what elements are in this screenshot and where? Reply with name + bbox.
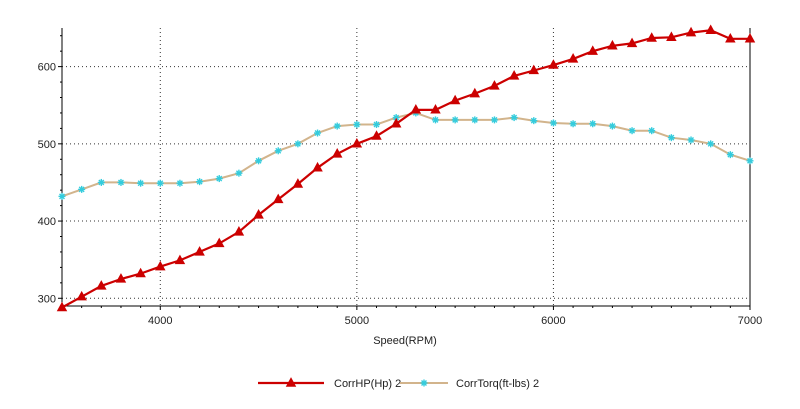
torque-point bbox=[176, 179, 184, 187]
hp-point bbox=[469, 87, 481, 98]
grid bbox=[62, 28, 750, 306]
torque-point bbox=[314, 129, 322, 137]
hp-point bbox=[607, 39, 618, 50]
torque-point bbox=[117, 178, 125, 186]
hp-point bbox=[489, 80, 500, 90]
hp-point bbox=[351, 137, 363, 148]
y-tick-label: 400 bbox=[38, 216, 56, 228]
series-layer bbox=[56, 24, 756, 312]
hp-point bbox=[390, 117, 402, 128]
hp-point bbox=[253, 209, 264, 219]
hp-point bbox=[371, 130, 382, 140]
torque-point bbox=[137, 179, 145, 187]
torque-point bbox=[255, 157, 263, 165]
hp-point bbox=[214, 237, 225, 248]
hp-point bbox=[528, 64, 540, 75]
hp-point bbox=[272, 193, 284, 204]
hp-point bbox=[666, 31, 677, 41]
torque-point bbox=[687, 136, 695, 144]
torque-point bbox=[97, 178, 105, 186]
torque-point bbox=[471, 116, 479, 124]
x-tick-label: 7000 bbox=[738, 315, 762, 327]
y-tick-label: 600 bbox=[38, 62, 56, 74]
legend-marker-torque bbox=[420, 379, 428, 387]
torque-point bbox=[726, 151, 734, 159]
hp-point bbox=[685, 26, 697, 37]
hp-point bbox=[331, 148, 343, 158]
y-tick-label: 300 bbox=[38, 293, 56, 305]
torque-point bbox=[589, 120, 597, 128]
hp-point bbox=[292, 178, 304, 188]
x-axis-label: Speed(RPM) bbox=[373, 335, 437, 347]
y-tick-label: 500 bbox=[38, 139, 56, 151]
torque-point bbox=[746, 157, 754, 165]
hp-point bbox=[96, 280, 107, 290]
hp-point bbox=[548, 59, 559, 69]
hp-point bbox=[174, 254, 186, 265]
hp-point bbox=[312, 161, 323, 172]
hp-point bbox=[115, 273, 127, 283]
hp-point bbox=[744, 32, 756, 43]
legend-label-torque: CorrTorq(ft-lbs) 2 bbox=[456, 378, 539, 390]
hp-point bbox=[56, 301, 68, 312]
torque-point bbox=[235, 169, 243, 177]
hp-point bbox=[508, 70, 520, 80]
hp-point bbox=[76, 290, 87, 301]
torque-point bbox=[608, 122, 616, 130]
torque-point bbox=[78, 185, 86, 193]
x-tick-label: 4000 bbox=[148, 315, 172, 327]
torque-point bbox=[569, 120, 577, 128]
torque-point bbox=[431, 116, 439, 124]
legend: CorrHP(Hp) 2 CorrTorq(ft-lbs) 2 bbox=[258, 377, 539, 390]
hp-point bbox=[449, 94, 461, 105]
legend-marker-hp bbox=[285, 377, 297, 387]
torque-point bbox=[628, 127, 636, 135]
torque-point bbox=[530, 117, 538, 125]
torque-point bbox=[196, 178, 204, 186]
torque-point bbox=[510, 114, 518, 122]
hp-point bbox=[155, 260, 166, 271]
axes: 300 400 500 600 4000 5000 6000 7000 bbox=[38, 28, 762, 327]
x-tick-label: 6000 bbox=[541, 315, 565, 327]
hp-point bbox=[233, 226, 245, 236]
legend-item-torque: CorrTorq(ft-lbs) 2 bbox=[400, 378, 539, 390]
hp-point bbox=[725, 32, 736, 43]
hp-point bbox=[135, 267, 146, 278]
legend-label-hp: CorrHP(Hp) 2 bbox=[334, 378, 401, 390]
torque-point bbox=[156, 179, 164, 187]
torque-point bbox=[373, 121, 381, 129]
hp-point bbox=[646, 32, 657, 42]
torque-point bbox=[648, 127, 656, 135]
x-tick-label: 5000 bbox=[345, 315, 369, 327]
hp-point bbox=[567, 53, 579, 63]
torque-point bbox=[58, 192, 66, 200]
torque-point bbox=[549, 119, 557, 127]
torque-point bbox=[451, 116, 459, 124]
legend-item-hp: CorrHP(Hp) 2 bbox=[258, 377, 401, 390]
torque-point bbox=[353, 121, 361, 129]
torque-point bbox=[707, 140, 715, 148]
torque-point bbox=[294, 140, 302, 148]
hp-point bbox=[430, 104, 441, 114]
hp-point bbox=[410, 104, 422, 114]
hp-point bbox=[587, 45, 598, 55]
torque-point bbox=[667, 134, 675, 142]
torque-point bbox=[490, 116, 498, 124]
hp-point bbox=[194, 246, 205, 256]
torque-point bbox=[215, 175, 223, 183]
hp-point bbox=[705, 24, 716, 35]
torque-point bbox=[274, 147, 282, 155]
hp-point bbox=[626, 37, 638, 48]
torque-point bbox=[333, 122, 341, 130]
